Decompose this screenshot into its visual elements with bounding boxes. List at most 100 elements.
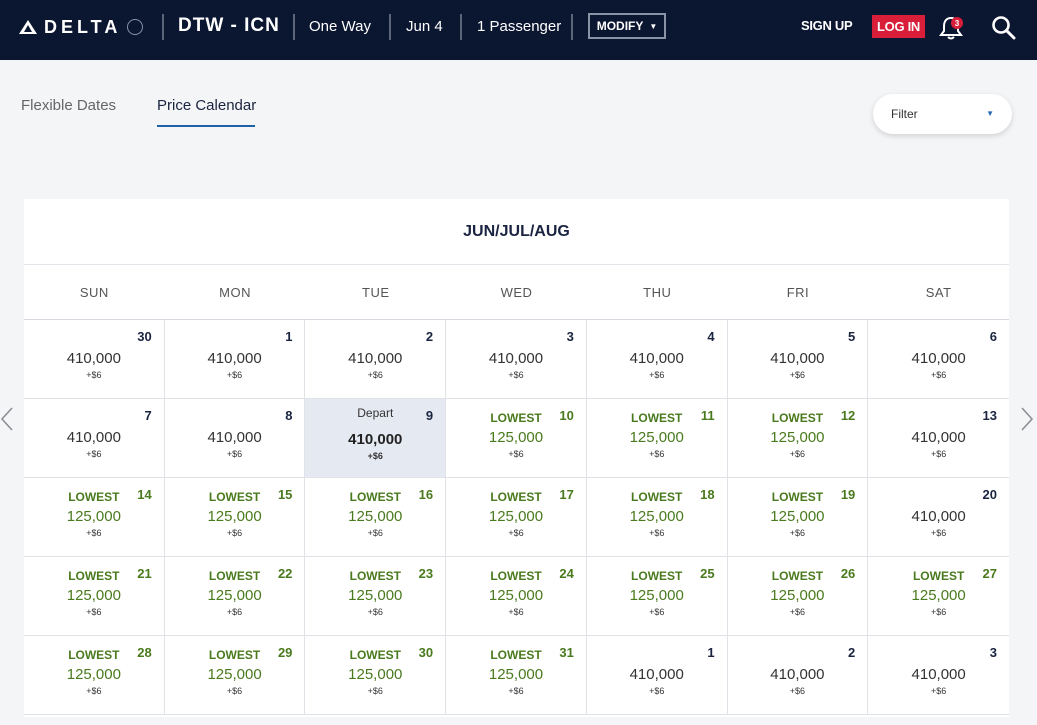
weekday-label: WED — [500, 284, 533, 300]
lowest-fare-label: LOWEST — [631, 569, 683, 583]
calendar-day[interactable]: LOWEST 26 125,000 +$6 — [727, 557, 869, 636]
tax-fee: +$6 — [930, 607, 947, 617]
miles-price: 410,000 — [629, 350, 684, 367]
calendar-day[interactable]: LOWEST 22 125,000 +$6 — [164, 557, 306, 636]
calendar-day[interactable]: 2 410,000 +$6 — [727, 636, 869, 715]
calendar-day[interactable]: 13 410,000 +$6 — [868, 399, 1009, 478]
tax-fee: +$6 — [86, 528, 102, 538]
tax-fee: +$6 — [226, 370, 243, 380]
miles-price: 125,000 — [629, 508, 684, 525]
day-number: 19 — [840, 487, 856, 502]
delta-logo[interactable]: DELTA — [18, 14, 144, 40]
lowest-fare-label: LOWEST — [490, 411, 542, 425]
lowest-fare-label: LOWEST — [631, 490, 683, 504]
calendar-day[interactable]: 1 410,000 +$6 — [586, 636, 728, 715]
lowest-fare-label: LOWEST — [349, 648, 401, 662]
calendar-day[interactable]: LOWEST 30 125,000 +$6 — [305, 636, 447, 715]
calendar-day[interactable]: 4 410,000 +$6 — [586, 320, 728, 399]
day-number: 6 — [989, 329, 997, 344]
tax-fee: +$6 — [367, 686, 383, 696]
calendar-day[interactable]: LOWEST 29 125,000 +$6 — [164, 636, 306, 715]
miles-price: 125,000 — [207, 666, 262, 683]
search-icon[interactable] — [990, 14, 1016, 40]
calendar-day[interactable]: LOWEST 12 125,000 +$6 — [727, 399, 869, 478]
calendar-day[interactable]: 6 410,000 +$6 — [868, 320, 1009, 399]
calendar-day[interactable]: LOWEST 14 125,000 +$6 — [24, 478, 165, 557]
day-number: 9 — [425, 408, 434, 423]
calendar-day[interactable]: LOWEST 31 125,000 +$6 — [446, 636, 587, 715]
price-calendar: JUN/JUL/AUG SUN MON TUE WED THU FRI SAT … — [24, 199, 1009, 717]
day-number: 24 — [559, 566, 574, 581]
tax-fee: +$6 — [789, 607, 806, 617]
day-number: 18 — [700, 487, 715, 502]
sign-up-link[interactable]: SIGN UP — [801, 18, 853, 33]
calendar-day[interactable]: 3 410,000 +$6 — [868, 636, 1009, 715]
tab-flexible-dates[interactable]: Flexible Dates — [21, 97, 117, 114]
tax-fee: +$6 — [367, 370, 383, 380]
lowest-fare-label: LOWEST — [68, 490, 120, 504]
calendar-day[interactable]: 30 410,000 +$6 — [24, 320, 165, 399]
calendar-day[interactable]: 5 410,000 +$6 — [727, 320, 869, 399]
tax-fee: +$6 — [86, 449, 102, 459]
day-number: 7 — [144, 408, 152, 423]
miles-price: 125,000 — [348, 508, 403, 525]
tab-price-calendar[interactable]: Price Calendar — [157, 97, 257, 114]
day-number: 30 — [137, 329, 152, 344]
calendar-day[interactable]: LOWEST 19 125,000 +$6 — [727, 478, 869, 557]
tax-fee: +$6 — [508, 528, 524, 538]
miles-price: 410,000 — [911, 508, 966, 525]
chevron-right-icon[interactable] — [1020, 406, 1034, 432]
tax-fee: +$6 — [367, 528, 383, 538]
calendar-day[interactable]: LOWEST 18 125,000 +$6 — [586, 478, 728, 557]
lowest-fare-label: LOWEST — [912, 569, 965, 583]
calendar-day-selected[interactable]: Depart 9 410,000 +$6 — [305, 399, 447, 478]
day-number: 1 — [285, 329, 293, 344]
miles-price: 410,000 — [348, 350, 403, 367]
calendar-day[interactable]: LOWEST 28 125,000 +$6 — [24, 636, 165, 715]
calendar-title: JUN/JUL/AUG — [24, 199, 1009, 265]
calendar-day[interactable]: 1 410,000 +$6 — [164, 320, 306, 399]
calendar-day[interactable]: 2 410,000 +$6 — [305, 320, 447, 399]
modify-label: MODIFY — [596, 19, 644, 33]
calendar-day[interactable]: LOWEST 16 125,000 +$6 — [305, 478, 447, 557]
lowest-fare-label: LOWEST — [349, 490, 401, 504]
filter-dropdown[interactable]: Filter ▼ — [873, 94, 1012, 134]
calendar-day[interactable]: LOWEST 11 125,000 +$6 — [586, 399, 728, 478]
calendar-day[interactable]: LOWEST 15 125,000 +$6 — [164, 478, 306, 557]
day-number: 22 — [277, 566, 293, 581]
day-number: 26 — [840, 566, 856, 581]
filter-label: Filter — [891, 107, 918, 121]
skyteam-globe-icon — [127, 19, 144, 35]
miles-price: 125,000 — [911, 587, 966, 604]
log-in-button[interactable]: LOG IN — [872, 15, 925, 38]
miles-price: 410,000 — [770, 666, 825, 683]
miles-price: 125,000 — [66, 666, 121, 683]
miles-price: 125,000 — [629, 429, 684, 446]
weekday-label: SAT — [925, 284, 952, 300]
passenger-count: 1 Passenger — [477, 18, 562, 35]
tax-fee: +$6 — [789, 528, 806, 538]
tax-fee: +$6 — [367, 451, 383, 461]
modify-button[interactable]: MODIFY ▼ — [588, 13, 666, 39]
calendar-day[interactable]: 20 410,000 +$6 — [868, 478, 1009, 557]
calendar-day[interactable]: LOWEST 23 125,000 +$6 — [305, 557, 447, 636]
calendar-day[interactable]: 7 410,000 +$6 — [24, 399, 165, 478]
calendar-day[interactable]: LOWEST 24 125,000 +$6 — [446, 557, 587, 636]
calendar-day[interactable]: LOWEST 25 125,000 +$6 — [586, 557, 728, 636]
calendar-day[interactable]: LOWEST 17 125,000 +$6 — [446, 478, 587, 557]
weekday-label: TUE — [362, 284, 390, 300]
miles-price: 410,000 — [770, 350, 825, 367]
miles-price: 125,000 — [207, 587, 262, 604]
day-number: 12 — [840, 408, 856, 423]
calendar-day[interactable]: LOWEST 10 125,000 +$6 — [446, 399, 587, 478]
calendar-day[interactable]: LOWEST 27 125,000 +$6 — [868, 557, 1009, 636]
tax-fee: +$6 — [86, 686, 102, 696]
day-number: 21 — [137, 566, 152, 581]
chevron-left-icon[interactable] — [0, 406, 14, 432]
tax-fee: +$6 — [930, 370, 947, 380]
header-divider — [571, 14, 573, 40]
calendar-day[interactable]: 8 410,000 +$6 — [164, 399, 306, 478]
calendar-day[interactable]: LOWEST 21 125,000 +$6 — [24, 557, 165, 636]
calendar-day[interactable]: 3 410,000 +$6 — [446, 320, 587, 399]
miles-price: 410,000 — [66, 429, 121, 446]
